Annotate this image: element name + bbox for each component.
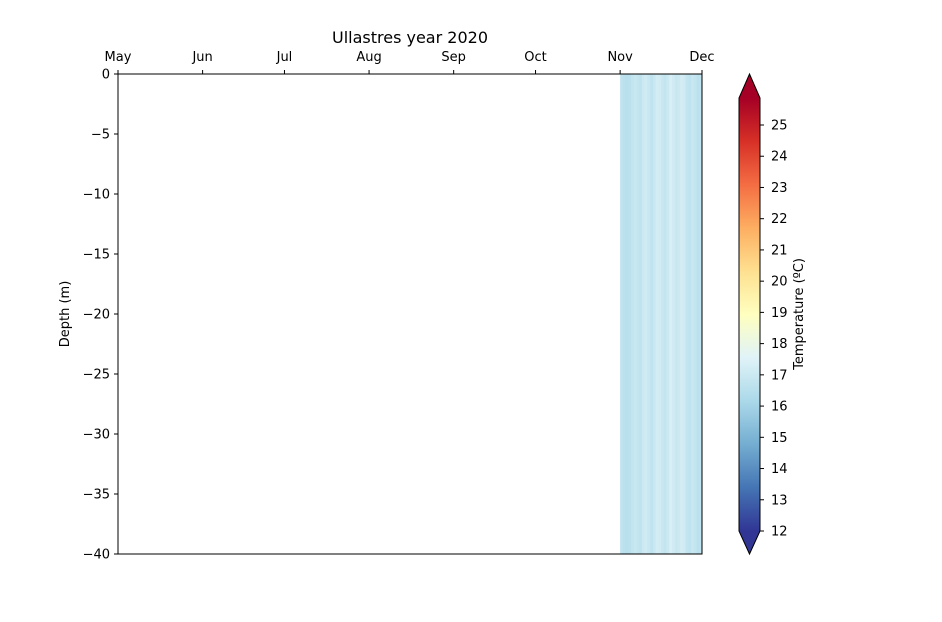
colorbar-tick-label: 15 (771, 431, 788, 446)
chart-title: Ullastres year 2020 (332, 28, 488, 47)
heatmap-cell (699, 74, 703, 554)
heatmap-cell (685, 74, 689, 554)
heatmap-cell (688, 74, 692, 554)
colorbar-tick-label: 13 (771, 493, 788, 508)
heatmap-cell (633, 74, 637, 554)
colorbar-outline (738, 72, 761, 556)
heatmap-cells (620, 74, 703, 554)
colorbar-tick-label: 16 (771, 400, 788, 415)
heatmap-cell (671, 74, 676, 554)
x-tick-label: Sep (441, 50, 466, 65)
y-tick-label: −20 (83, 308, 110, 323)
heatmap-cell (663, 74, 667, 554)
colorbar-tick-label: 21 (771, 243, 788, 258)
x-axis-top: May Jun Jul Aug Sep Oct Nov Dec (105, 50, 715, 74)
x-tick-label: Oct (524, 50, 546, 65)
heatmap-cell (658, 74, 662, 554)
heatmap-cell (652, 74, 657, 554)
colorbar-tick-label: 18 (771, 337, 788, 352)
y-axis-label: Depth (m) (58, 281, 73, 348)
colorbar-ticks: 12 13 14 15 16 17 18 19 20 21 22 23 24 25 (760, 119, 788, 540)
colorbar-tick-label: 14 (771, 462, 788, 477)
heatmap-cell (650, 74, 654, 554)
y-tick-label: −25 (83, 368, 110, 383)
heatmap-cell (691, 74, 695, 554)
heatmap-cell (644, 74, 648, 554)
x-tick-label: Jul (276, 50, 293, 65)
heatmap-cell (696, 74, 700, 554)
colorbar-extend-max (739, 74, 760, 98)
colorbar-label: Temperature (ºC) (792, 258, 807, 371)
heatmap-cell (680, 74, 684, 554)
x-tick-label: Aug (356, 50, 381, 65)
x-tick-label: Dec (689, 50, 714, 65)
y-tick-label: −10 (83, 188, 110, 203)
heatmap-cell (628, 74, 632, 554)
y-tick-label: −40 (83, 548, 110, 563)
colorbar-extend-min (739, 531, 760, 554)
y-tick-label: −5 (91, 128, 110, 143)
y-axis: 0 −5 −10 −15 −20 −25 −30 −35 −40 (83, 68, 118, 563)
x-tick-label: Nov (607, 50, 633, 65)
axes-frame (117, 73, 703, 555)
heatmap-cell (674, 74, 678, 554)
heatmap-cell (625, 74, 629, 554)
heatmap-cell (636, 74, 640, 554)
colorbar-tick-label: 25 (771, 119, 788, 134)
heatmap-cell (631, 74, 635, 554)
heatmap-cell (639, 74, 643, 554)
x-tick-label: Jun (191, 50, 212, 65)
colorbar: 12 13 14 15 16 17 18 19 20 21 22 23 24 25 Temperature… (738, 72, 807, 556)
heatmap-cell (622, 74, 626, 554)
heatmap-cell (682, 74, 687, 554)
heatmap-cell (655, 74, 659, 554)
y-tick-label: −15 (83, 248, 110, 263)
colorbar-tick-label: 20 (771, 275, 788, 290)
heatmap-cell (647, 74, 651, 554)
heatmap-cell (620, 74, 624, 554)
heatmap-cell (661, 74, 665, 554)
colorbar-tick-label: 17 (771, 368, 788, 383)
heatmap-cell (641, 74, 646, 554)
y-tick-label: −30 (83, 428, 110, 443)
colorbar-tick-label: 12 (771, 525, 788, 540)
y-tick-label: 0 (102, 68, 110, 83)
colorbar-tick-label: 19 (771, 306, 788, 321)
colorbar-tick-label: 22 (771, 212, 788, 227)
colorbar-tick-label: 24 (771, 150, 788, 165)
x-tick-label: May (105, 50, 132, 65)
colorbar-tick-label: 23 (771, 181, 788, 196)
heatmap-cell (669, 74, 673, 554)
colorbar-gradient (739, 98, 760, 531)
heatmap-cell (666, 74, 670, 554)
y-tick-label: −35 (83, 488, 110, 503)
plot-area (117, 73, 703, 555)
heatmap-cell (693, 74, 697, 554)
heatmap-cell (677, 74, 681, 554)
